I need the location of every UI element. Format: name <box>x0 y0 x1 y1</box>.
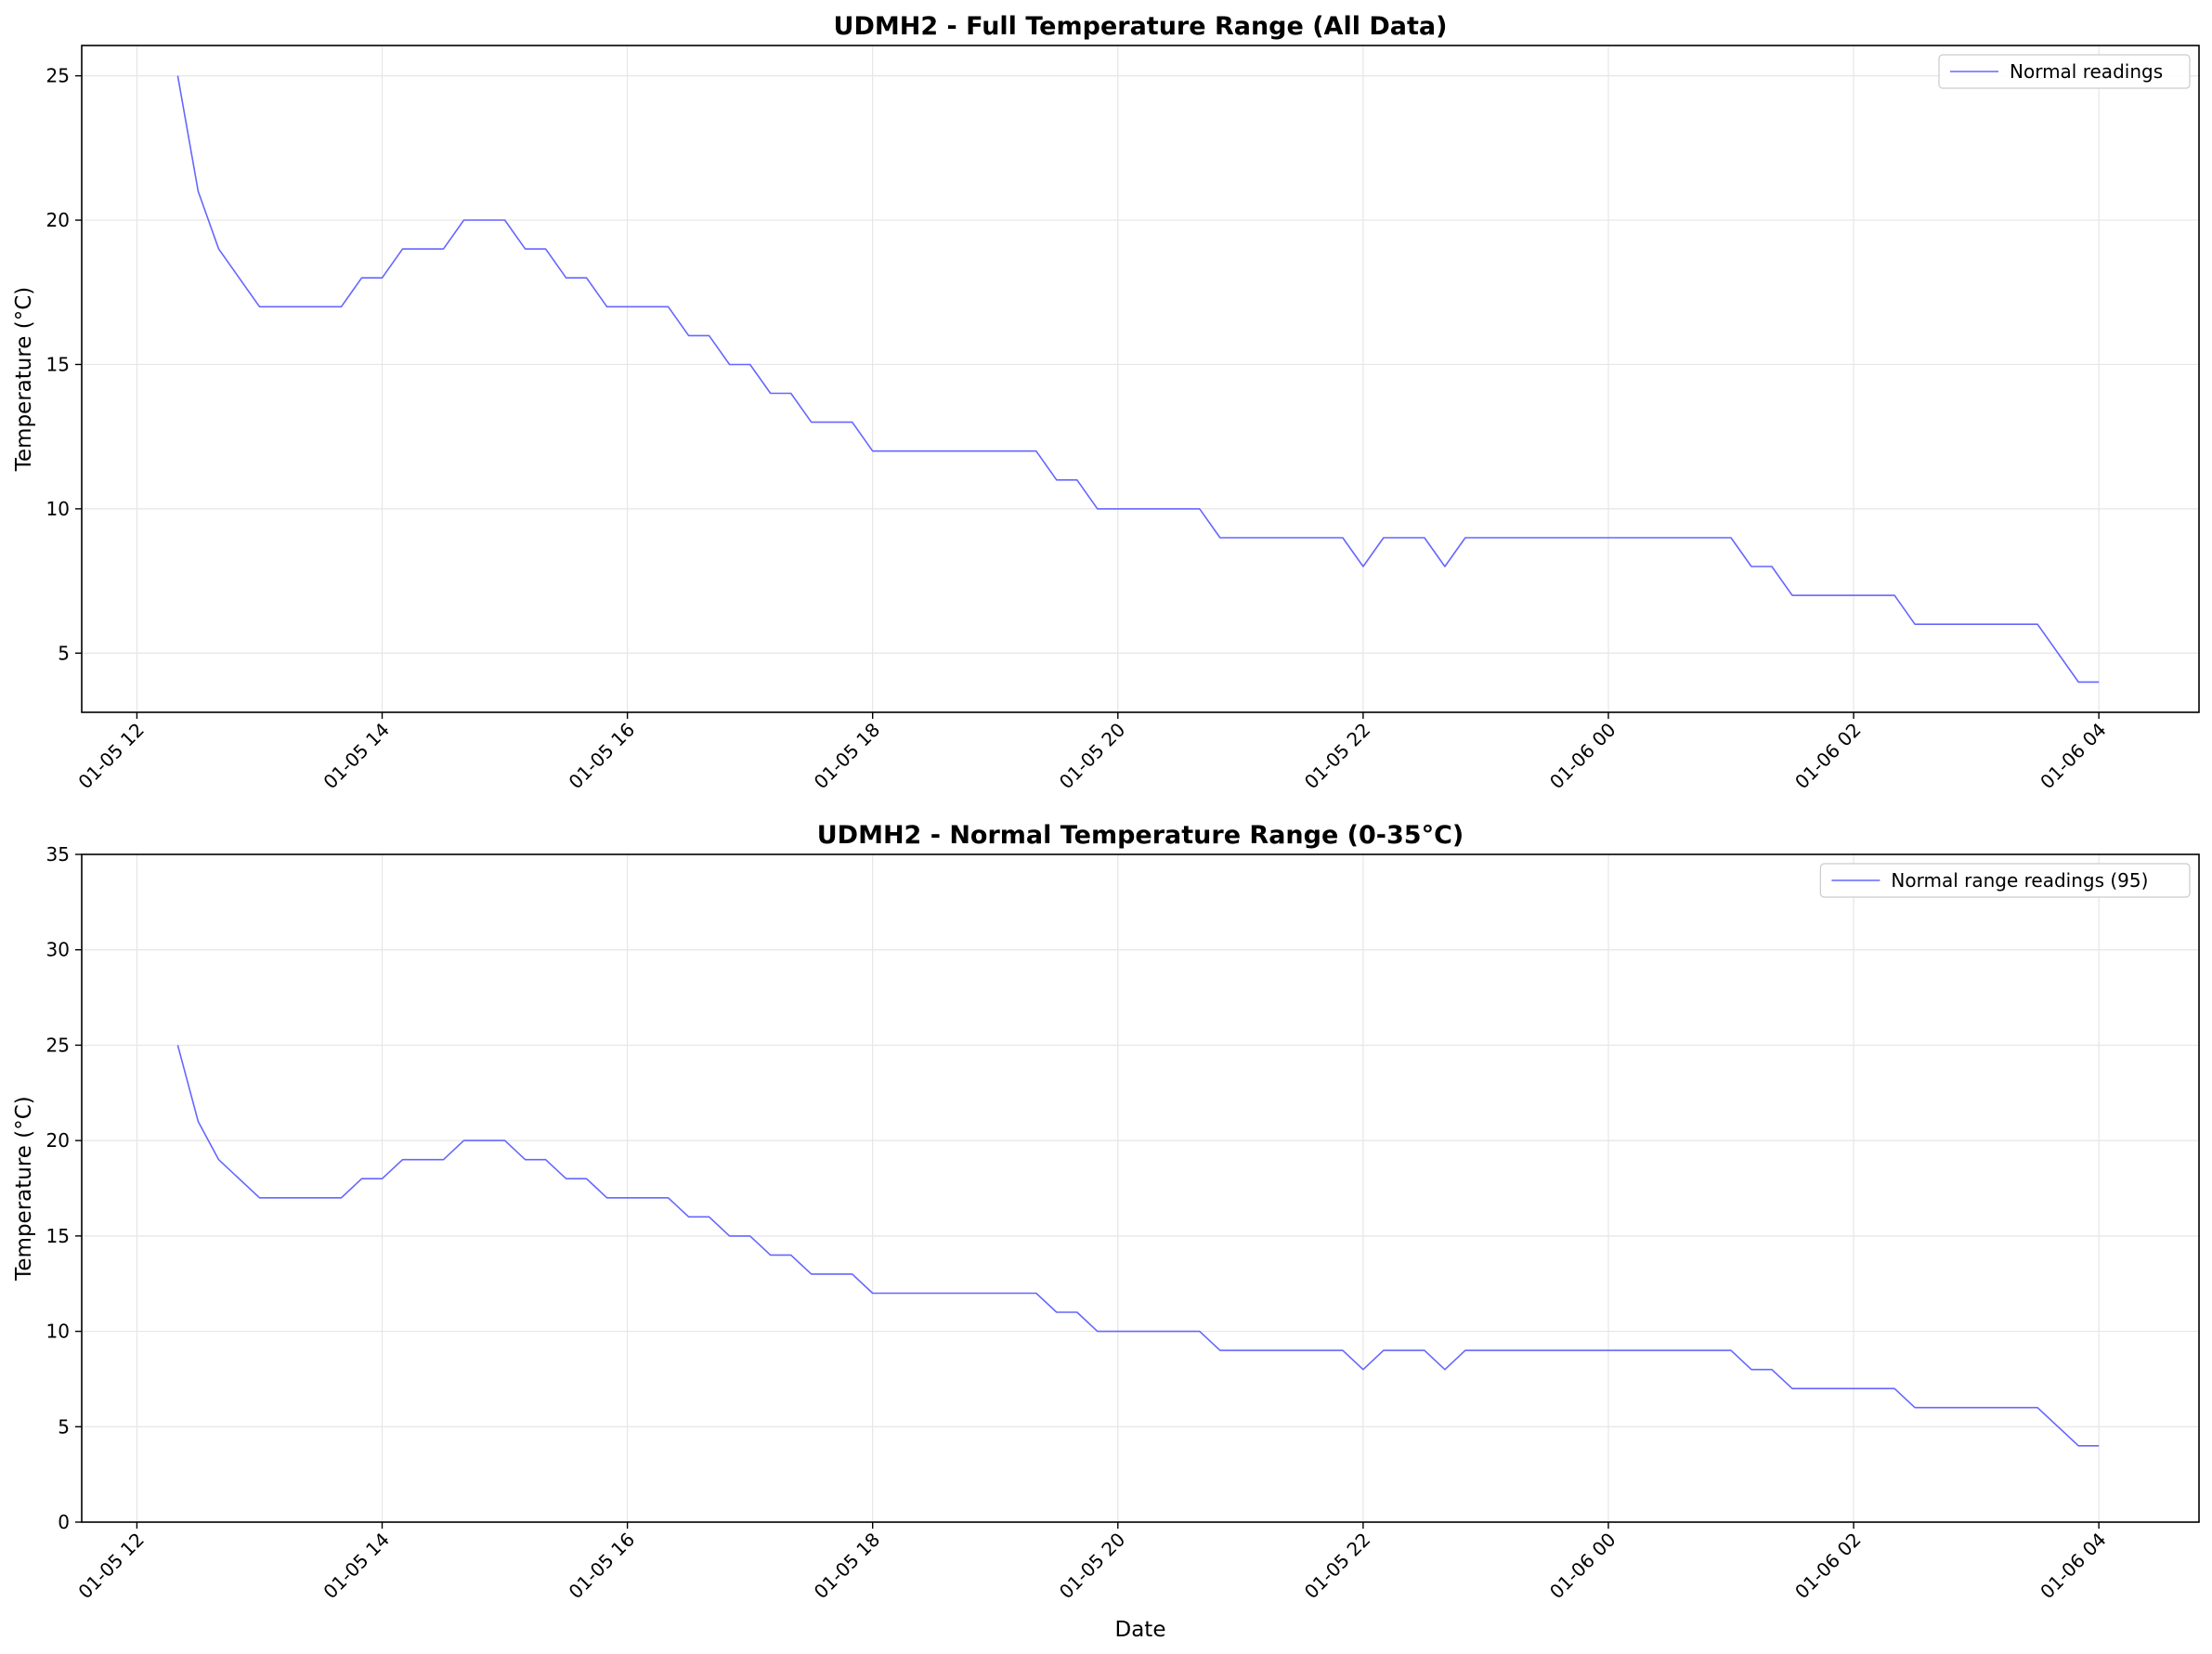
y-tick-label: 0 <box>58 1511 70 1533</box>
y-axis-label: Temperature (°C) <box>12 287 36 473</box>
y-tick-label: 10 <box>46 498 70 520</box>
axes-frame <box>81 853 2200 1523</box>
x-tick-label: 01-05 20 <box>1055 1529 1130 1604</box>
chart-title: UDMH2 - Normal Temperature Range (0-35°C… <box>817 821 1464 850</box>
x-axis-label: Date <box>1115 1618 1166 1642</box>
y-tick-label: 5 <box>58 1415 70 1438</box>
chart-2: 0 5 10 15 20 25 30 35 01-05 12 01-05 14 01-05 16 01… <box>12 821 2200 1642</box>
y-tick-label: 5 <box>58 642 70 664</box>
chart-1: 5 10 15 20 25 01-05 12 01-05 14 01-05 16 01-05 1… <box>12 12 2200 794</box>
legend-label: Normal readings <box>2010 60 2163 83</box>
x-tick-label: 01-06 00 <box>1545 1529 1620 1604</box>
x-tick-label: 01-05 22 <box>1300 719 1375 794</box>
x-tick-label: 01-05 18 <box>810 1529 885 1604</box>
x-tick-label: 01-05 20 <box>1055 719 1130 794</box>
x-tick-label: 01-06 04 <box>2036 719 2111 794</box>
x-tick-label: 01-05 16 <box>565 1529 640 1604</box>
y-tick-label: 10 <box>46 1321 70 1343</box>
y-tick-label: 25 <box>46 1034 70 1056</box>
legend-label: Normal range readings (95) <box>1891 869 2148 892</box>
x-tick-label: 01-05 22 <box>1300 1529 1375 1604</box>
x-tick-label: 01-06 04 <box>2036 1529 2111 1604</box>
y-tick-label: 15 <box>46 1225 70 1247</box>
series-line <box>176 1045 2100 1447</box>
y-tick-label: 15 <box>46 353 70 375</box>
x-tick-label: 01-06 00 <box>1545 719 1620 794</box>
x-tick-label: 01-05 12 <box>73 1529 149 1604</box>
y-tick-label: 20 <box>46 1129 70 1152</box>
x-tick-label: 01-05 18 <box>810 719 885 794</box>
series-line <box>176 75 2100 684</box>
legend-box <box>1819 863 2191 898</box>
legend-box <box>1938 54 2191 89</box>
y-tick-label: 30 <box>46 939 70 961</box>
x-tick-label: 01-05 16 <box>565 719 640 794</box>
chart-title: UDMH2 - Full Temperature Range (All Data… <box>834 12 1448 41</box>
x-tick-label: 01-06 02 <box>1790 719 1866 794</box>
x-tick-label: 01-05 12 <box>73 719 149 794</box>
y-axis-label: Temperature (°C) <box>12 1096 36 1282</box>
axes-frame <box>81 45 2200 713</box>
y-tick-label: 25 <box>46 65 70 87</box>
x-tick-label: 01-06 02 <box>1790 1529 1866 1604</box>
y-tick-label: 35 <box>46 843 70 866</box>
y-tick-label: 20 <box>46 209 70 231</box>
x-tick-label: 01-05 14 <box>319 719 394 794</box>
x-tick-label: 01-05 14 <box>319 1529 394 1604</box>
